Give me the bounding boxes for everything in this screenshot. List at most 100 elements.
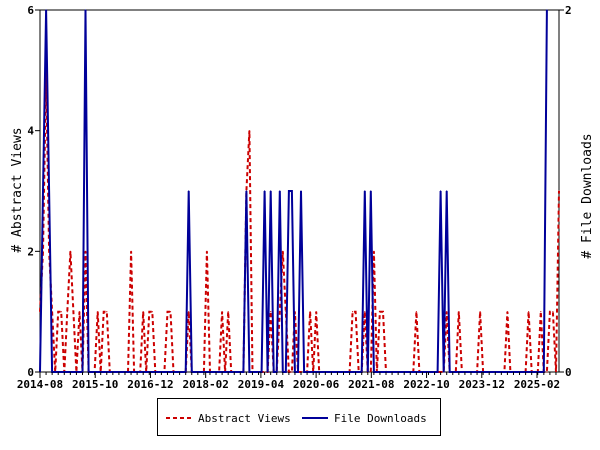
data-point-abstract-views bbox=[103, 311, 105, 313]
data-point-file-downloads bbox=[534, 371, 536, 373]
data-point-file-downloads bbox=[446, 190, 448, 192]
data-point-abstract-views bbox=[66, 311, 68, 313]
data-point-file-downloads bbox=[540, 371, 542, 373]
data-point-abstract-views bbox=[528, 311, 530, 313]
data-point-abstract-views bbox=[446, 311, 448, 313]
data-point-file-downloads bbox=[206, 371, 208, 373]
data-point-abstract-views bbox=[188, 311, 190, 313]
data-point-file-downloads bbox=[528, 371, 530, 373]
data-point-file-downloads bbox=[157, 371, 159, 373]
left-axis-title: # Abstract Views bbox=[10, 127, 25, 252]
right-axis-title: # File Downloads bbox=[580, 133, 595, 258]
data-point-file-downloads bbox=[388, 371, 390, 373]
data-point-file-downloads bbox=[303, 371, 305, 373]
data-point-file-downloads bbox=[115, 371, 117, 373]
data-point-file-downloads bbox=[376, 371, 378, 373]
legend-swatch-file-downloads bbox=[302, 417, 328, 419]
data-point-file-downloads bbox=[270, 190, 272, 192]
data-point-file-downloads bbox=[449, 371, 451, 373]
data-point-file-downloads bbox=[522, 371, 524, 373]
data-point-file-downloads bbox=[45, 9, 47, 11]
data-point-file-downloads bbox=[406, 371, 408, 373]
data-point-file-downloads bbox=[418, 371, 420, 373]
data-point-abstract-views bbox=[506, 311, 508, 313]
data-point-file-downloads bbox=[133, 371, 135, 373]
data-point-file-downloads bbox=[78, 371, 81, 373]
legend-label-file-downloads: File Downloads bbox=[334, 411, 427, 425]
left-axis-tick-label: 6 bbox=[27, 4, 34, 17]
chart-legend: Abstract Views File Downloads bbox=[157, 398, 441, 436]
data-point-file-downloads bbox=[84, 9, 87, 11]
data-point-file-downloads bbox=[273, 371, 275, 373]
legend-item-file-downloads: File Downloads bbox=[302, 411, 427, 425]
data-point-file-downloads bbox=[327, 371, 329, 373]
data-point-file-downloads bbox=[97, 371, 99, 373]
data-point-file-downloads bbox=[339, 371, 342, 373]
data-point-file-downloads bbox=[242, 371, 244, 373]
left-axis-tick-label: 4 bbox=[27, 125, 34, 138]
data-point-file-downloads bbox=[479, 371, 481, 373]
data-point-abstract-views bbox=[364, 311, 366, 313]
data-point-abstract-views bbox=[151, 311, 153, 313]
data-point-abstract-views bbox=[169, 311, 172, 313]
data-point-abstract-views bbox=[57, 311, 59, 313]
data-point-file-downloads bbox=[42, 190, 44, 192]
x-axis-tick-label: 2016-12 bbox=[127, 378, 173, 391]
data-point-file-downloads bbox=[279, 190, 281, 192]
data-point-file-downloads bbox=[503, 371, 505, 373]
data-point-file-downloads bbox=[267, 371, 269, 373]
data-point-abstract-views bbox=[373, 250, 375, 252]
series-line-file-downloads bbox=[39, 9, 548, 373]
data-point-file-downloads bbox=[151, 371, 153, 373]
data-point-file-downloads bbox=[245, 190, 247, 192]
series-line-abstract-views bbox=[39, 70, 560, 373]
legend-item-abstract-views: Abstract Views bbox=[166, 411, 291, 425]
data-point-abstract-views bbox=[221, 311, 223, 313]
data-point-abstract-views bbox=[72, 311, 74, 313]
data-point-abstract-views bbox=[227, 311, 229, 313]
data-point-file-downloads bbox=[485, 371, 487, 373]
data-point-abstract-views bbox=[549, 311, 551, 313]
data-point-abstract-views bbox=[546, 371, 548, 373]
data-point-abstract-views bbox=[309, 311, 311, 313]
data-point-file-downloads bbox=[440, 190, 442, 192]
data-point-file-downloads bbox=[491, 371, 493, 373]
data-point-file-downloads bbox=[169, 371, 172, 373]
data-point-file-downloads bbox=[230, 371, 232, 373]
data-point-file-downloads bbox=[455, 371, 457, 373]
data-point-file-downloads bbox=[333, 371, 335, 373]
data-point-file-downloads bbox=[358, 371, 360, 373]
data-point-file-downloads bbox=[400, 371, 402, 373]
data-point-file-downloads bbox=[103, 371, 105, 373]
data-point-file-downloads bbox=[412, 371, 414, 373]
data-point-abstract-views bbox=[415, 311, 417, 313]
data-point-abstract-views bbox=[382, 311, 384, 313]
data-point-file-downloads bbox=[188, 190, 190, 192]
data-point-file-downloads bbox=[546, 9, 548, 11]
data-point-file-downloads bbox=[109, 371, 111, 373]
data-point-abstract-views bbox=[558, 190, 560, 192]
data-point-file-downloads bbox=[194, 371, 196, 373]
data-point-abstract-views bbox=[69, 250, 71, 252]
data-point-file-downloads bbox=[121, 371, 123, 373]
data-point-file-downloads bbox=[430, 371, 433, 373]
data-point-file-downloads bbox=[264, 190, 266, 192]
data-point-file-downloads bbox=[72, 371, 74, 373]
data-point-abstract-views bbox=[60, 311, 62, 313]
data-point-abstract-views bbox=[315, 311, 317, 313]
data-point-file-downloads bbox=[182, 371, 184, 373]
data-point-file-downloads bbox=[127, 371, 129, 373]
data-point-abstract-views bbox=[379, 311, 381, 313]
data-point-file-downloads bbox=[200, 371, 202, 373]
data-point-file-downloads bbox=[509, 371, 511, 373]
data-point-abstract-views bbox=[84, 250, 87, 252]
data-point-abstract-views bbox=[142, 311, 144, 313]
data-point-file-downloads bbox=[300, 190, 302, 192]
data-point-file-downloads bbox=[163, 371, 165, 373]
legend-label-abstract-views: Abstract Views bbox=[198, 411, 291, 425]
data-point-file-downloads bbox=[424, 371, 427, 373]
data-point-file-downloads bbox=[285, 371, 287, 373]
data-point-file-downloads bbox=[345, 371, 348, 373]
data-point-file-downloads bbox=[54, 371, 56, 373]
